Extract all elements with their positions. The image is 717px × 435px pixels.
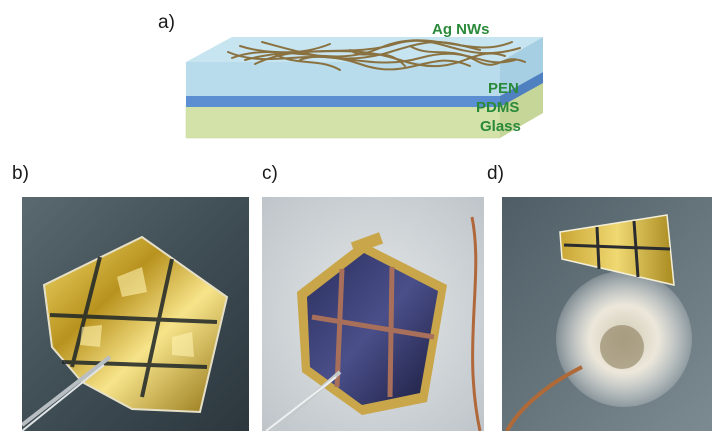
photo-c-flexible-cell (262, 197, 484, 431)
silver-nanowires (227, 39, 526, 71)
pdms-label: PDMS (476, 99, 519, 116)
panel-label-b: b) (12, 163, 29, 184)
panel-label-c: c) (262, 163, 278, 184)
ag-nws-label: Ag NWs (432, 21, 490, 38)
panel-label-d: d) (487, 163, 504, 184)
pen-label: PEN (488, 80, 519, 97)
panel-label-a: a) (158, 12, 175, 33)
photo-d-device-on-dandelion (502, 197, 712, 431)
layer-stack-schematic: Ag NWs PEN PDMS Glass (185, 21, 543, 139)
photo-b-crumpled-device (22, 197, 249, 431)
glass-label: Glass (480, 118, 521, 135)
